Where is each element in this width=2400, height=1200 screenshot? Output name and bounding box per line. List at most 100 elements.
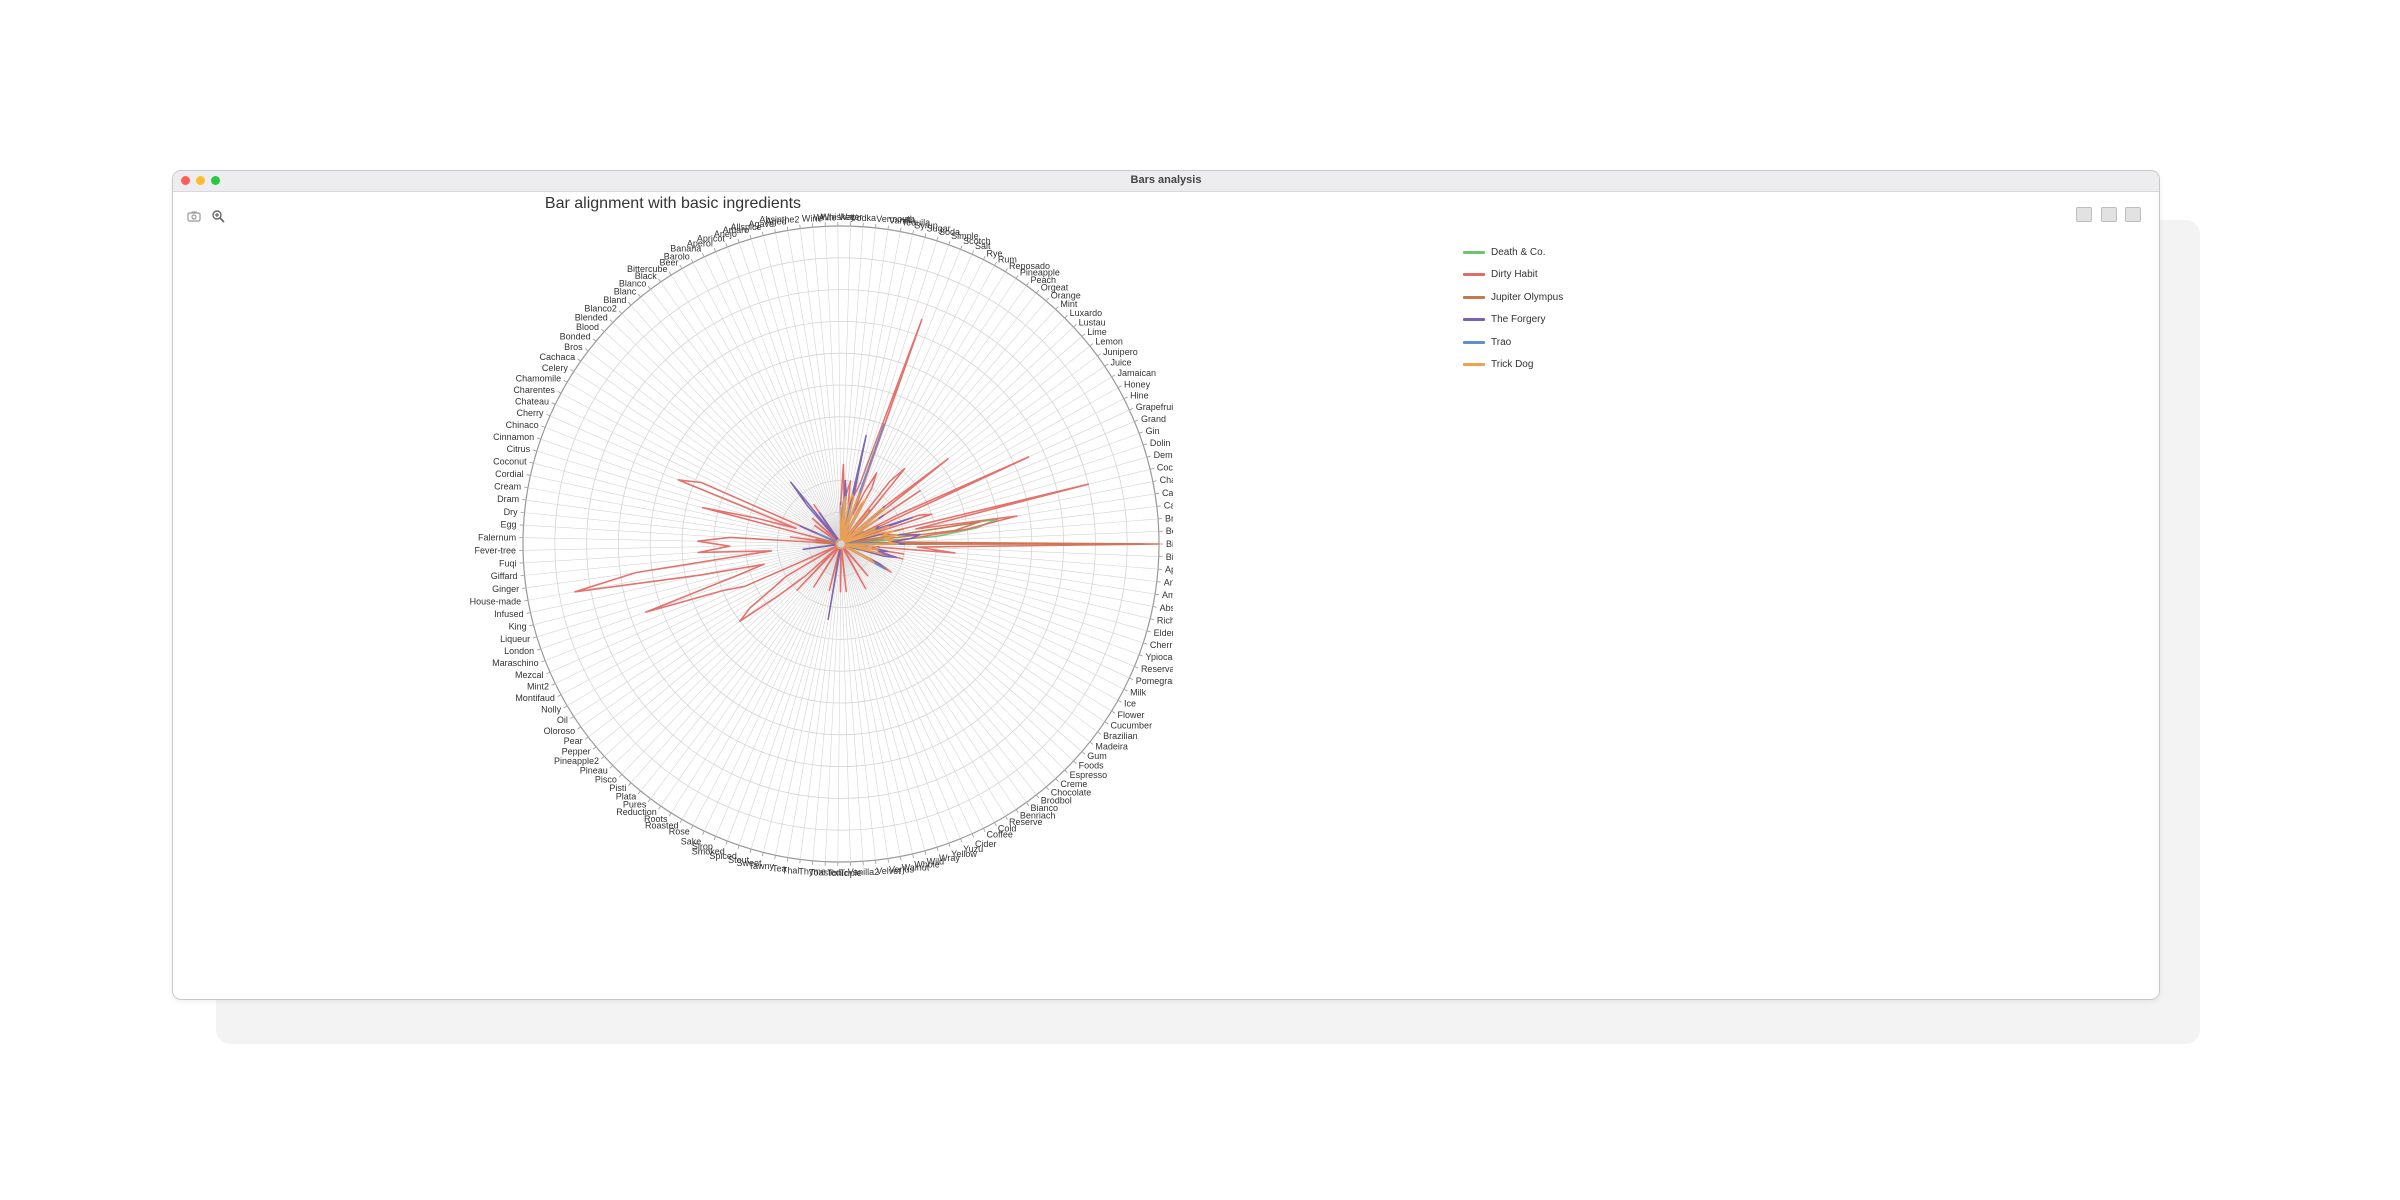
grid-spoke bbox=[523, 537, 842, 545]
expand-icon[interactable] bbox=[2100, 207, 2117, 222]
axis-tick bbox=[551, 683, 556, 686]
axis-tick bbox=[584, 348, 589, 352]
axis-label: Pineau bbox=[580, 765, 608, 775]
grid-spoke bbox=[640, 543, 842, 792]
grid-spoke bbox=[840, 543, 926, 851]
axis-label: Tawny bbox=[749, 861, 775, 871]
legend-item[interactable]: Trick Dog bbox=[1463, 354, 1563, 377]
axis-tick bbox=[713, 836, 717, 841]
axis-label: Pepper bbox=[562, 746, 591, 756]
axis-tick bbox=[690, 825, 694, 830]
axis-label: Cherries bbox=[1150, 640, 1173, 650]
legend-label: The Forgery bbox=[1491, 314, 1546, 326]
grid-spoke bbox=[524, 512, 842, 545]
app-window: Bars analysis Bar alignment with basic i… bbox=[172, 170, 2160, 1000]
axis-tick bbox=[1123, 688, 1128, 692]
axis-label: Cucumber bbox=[1111, 721, 1153, 731]
axis-label: Bonded bbox=[560, 332, 591, 342]
zoom-icon[interactable] bbox=[211, 209, 226, 223]
axis-tick bbox=[899, 227, 902, 232]
axis-tick bbox=[1015, 809, 1019, 814]
legend-item[interactable]: Dirty Habit bbox=[1463, 264, 1563, 287]
close-window-button[interactable] bbox=[181, 176, 190, 185]
grid-spoke bbox=[840, 543, 1037, 796]
grid-spoke bbox=[840, 387, 1119, 545]
axis-tick bbox=[1138, 431, 1143, 434]
legend-item[interactable]: Trao bbox=[1463, 331, 1563, 354]
maximize-window-button[interactable] bbox=[211, 176, 220, 185]
view-toolbar bbox=[2072, 207, 2141, 227]
axis-label: Blanc bbox=[614, 287, 637, 297]
axis-tick bbox=[1146, 455, 1151, 458]
grid-spoke bbox=[840, 543, 1135, 667]
axis-label: Absinthe2 bbox=[759, 215, 799, 225]
axis-tick bbox=[1150, 467, 1155, 470]
axis-tick bbox=[690, 258, 694, 263]
axis-tick bbox=[948, 240, 951, 245]
radar-chart: Bitters Bourbon Brandy Cacao Calvados Chartre… bbox=[470, 212, 1173, 878]
axis-tick bbox=[1073, 324, 1077, 328]
axis-label: Toasted bbox=[809, 868, 841, 878]
grid-spoke bbox=[799, 543, 842, 860]
axis-label: Tequila bbox=[902, 218, 931, 228]
axis-tick bbox=[1045, 297, 1050, 302]
axis-tick bbox=[799, 224, 801, 229]
grid-spoke bbox=[840, 481, 1153, 545]
grid-spoke bbox=[840, 376, 1112, 545]
axis-tick bbox=[799, 859, 801, 864]
axis-tick bbox=[737, 845, 740, 850]
axis-label: Scotch bbox=[963, 236, 991, 246]
menu-icon[interactable] bbox=[2125, 207, 2141, 222]
axis-label: Reposado bbox=[1009, 261, 1050, 271]
axis-label: Luxardo bbox=[1070, 308, 1103, 318]
axis-label: Cordial bbox=[495, 469, 524, 479]
axis-label: Gum bbox=[1087, 751, 1107, 761]
axis-tick bbox=[983, 255, 986, 260]
grid-spoke bbox=[840, 543, 1091, 743]
axis-tick bbox=[1073, 760, 1077, 764]
axis-label: Cocchi bbox=[1157, 463, 1173, 473]
grid-spoke bbox=[555, 543, 842, 684]
minimize-window-button[interactable] bbox=[196, 176, 205, 185]
legend-item[interactable]: The Forgery bbox=[1463, 309, 1563, 332]
axis-label: Roots bbox=[644, 814, 668, 824]
legend-item[interactable]: Jupiter Olympus bbox=[1463, 286, 1563, 309]
grid-spoke bbox=[840, 543, 876, 861]
axis-label: Salt bbox=[975, 241, 991, 251]
grid-spoke bbox=[824, 543, 842, 862]
table-icon[interactable] bbox=[2076, 207, 2093, 222]
legend-label: Dirty Habit bbox=[1491, 269, 1538, 281]
axis-tick bbox=[774, 855, 776, 860]
axis-tick bbox=[1026, 282, 1030, 286]
grid-spoke bbox=[588, 543, 842, 738]
grid-spoke bbox=[573, 543, 842, 717]
axis-tick bbox=[713, 247, 717, 252]
axis-label: Creme bbox=[1060, 779, 1087, 789]
grid-spoke bbox=[840, 326, 1074, 545]
axis-label: Whole bbox=[914, 860, 940, 870]
grid-spoke bbox=[650, 289, 842, 545]
grid-spoke bbox=[840, 285, 1027, 545]
legend-label: Jupiter Olympus bbox=[1491, 291, 1564, 303]
axis-label: Bourbon bbox=[1166, 526, 1173, 536]
axis-label: Thyme bbox=[798, 867, 826, 877]
axis-tick bbox=[536, 648, 541, 651]
legend-item[interactable]: Death & Co. bbox=[1463, 241, 1563, 264]
grid-spoke bbox=[840, 543, 1074, 762]
axis-label: Calvados bbox=[1162, 488, 1173, 498]
axis-tick bbox=[1111, 374, 1116, 378]
axis-tick bbox=[647, 285, 651, 290]
grid-spoke bbox=[840, 226, 851, 545]
axis-label: Vanilla bbox=[889, 216, 915, 226]
chart-title: Bar alignment with basic ingredients bbox=[544, 195, 802, 212]
grid-spoke bbox=[840, 543, 973, 834]
axis-tick bbox=[522, 587, 527, 589]
axis-label: Wild bbox=[927, 857, 945, 867]
camera-icon[interactable] bbox=[187, 209, 201, 223]
axis-tick bbox=[1146, 630, 1151, 633]
grid-spoke bbox=[588, 350, 842, 545]
series-line[interactable] bbox=[835, 492, 900, 564]
grid-spoke bbox=[595, 340, 842, 545]
axis-tick bbox=[1064, 314, 1068, 319]
axis-label: Montifaud bbox=[515, 693, 555, 703]
